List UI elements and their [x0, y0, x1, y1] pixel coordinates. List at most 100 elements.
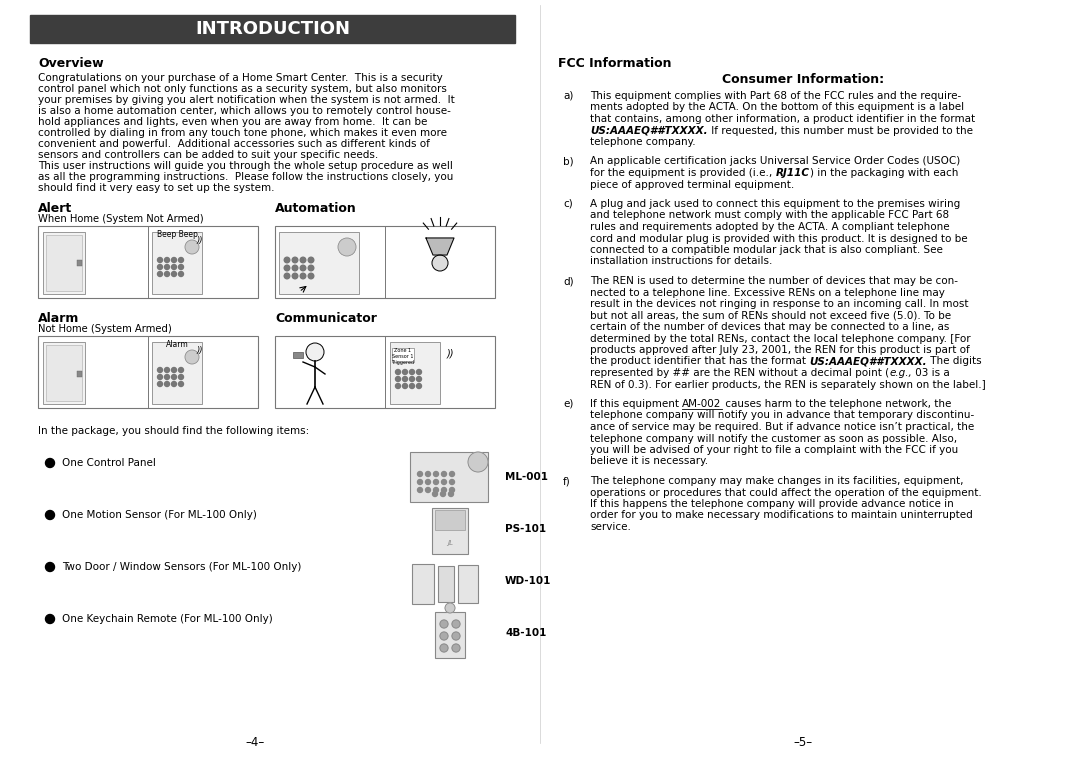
Text: ) in the packaging with each: ) in the packaging with each	[810, 168, 958, 178]
Text: for the equipment is provided (i.e.,: for the equipment is provided (i.e.,	[590, 168, 775, 178]
Circle shape	[409, 376, 415, 382]
Circle shape	[468, 452, 488, 472]
Circle shape	[45, 459, 54, 468]
Circle shape	[164, 265, 170, 269]
Bar	[410, 452, 488, 502]
Bar	[432, 508, 468, 554]
Text: as all the programming instructions.  Please follow the instructions closely, yo: as all the programming instructions. Ple…	[38, 172, 454, 182]
Text: rules and requirements adopted by the ACTA. A compliant telephone: rules and requirements adopted by the AC…	[590, 222, 949, 232]
Text: The digits: The digits	[927, 356, 982, 366]
Circle shape	[172, 272, 176, 276]
Text: result in the devices not ringing in response to an incoming call. In most: result in the devices not ringing in res…	[590, 299, 969, 309]
Circle shape	[300, 273, 306, 278]
Text: the product identifier that has the format: the product identifier that has the form…	[590, 356, 809, 366]
Bar	[38, 226, 258, 298]
Text: service.: service.	[590, 522, 631, 532]
Text: telephone company will notify the customer as soon as possible. Also,: telephone company will notify the custom…	[590, 433, 957, 443]
Text: ML-001: ML-001	[505, 472, 548, 482]
Text: b): b)	[563, 156, 573, 166]
Circle shape	[442, 488, 446, 492]
Text: The REN is used to determine the number of devices that may be con-: The REN is used to determine the number …	[590, 276, 958, 286]
Circle shape	[433, 472, 438, 477]
Circle shape	[178, 375, 184, 379]
Text: Two Door / Window Sensors (For ML-100 Only): Two Door / Window Sensors (For ML-100 On…	[62, 562, 301, 572]
Circle shape	[403, 376, 407, 382]
Bar	[43, 342, 85, 404]
Circle shape	[395, 384, 401, 388]
Circle shape	[409, 384, 415, 388]
Text: WD-101: WD-101	[505, 576, 552, 586]
Bar	[275, 226, 495, 298]
Text: is also a home automation center, which allows you to remotely control house-: is also a home automation center, which …	[38, 106, 450, 116]
Circle shape	[338, 238, 356, 256]
Bar	[152, 342, 202, 404]
Circle shape	[158, 272, 162, 276]
Circle shape	[185, 240, 199, 254]
Circle shape	[417, 384, 421, 388]
Text: US:AAAEQ##TXXXX.: US:AAAEQ##TXXXX.	[809, 356, 927, 366]
Text: Overview: Overview	[38, 57, 104, 70]
Circle shape	[440, 644, 448, 652]
Text: ments adopted by the ACTA. On the bottom of this equipment is a label: ments adopted by the ACTA. On the bottom…	[590, 102, 964, 112]
Text: controlled by dialing in from any touch tone phone, which makes it even more: controlled by dialing in from any touch …	[38, 128, 447, 138]
Circle shape	[164, 272, 170, 276]
Bar	[279, 232, 359, 294]
Text: piece of approved terminal equipment.: piece of approved terminal equipment.	[590, 179, 794, 189]
Circle shape	[426, 479, 431, 485]
Circle shape	[164, 257, 170, 262]
Text: )): ))	[197, 236, 203, 245]
Circle shape	[417, 376, 421, 382]
Circle shape	[418, 472, 422, 477]
Text: you will be advised of your right to file a complaint with the FCC if you: you will be advised of your right to fil…	[590, 445, 958, 455]
Text: 4B-101: 4B-101	[505, 628, 546, 638]
Circle shape	[284, 273, 289, 278]
Circle shape	[178, 382, 184, 387]
Circle shape	[45, 614, 54, 623]
Circle shape	[178, 265, 184, 269]
Bar	[38, 336, 258, 408]
Circle shape	[284, 257, 289, 262]
Text: installation instructions for details.: installation instructions for details.	[590, 256, 772, 266]
Text: –4–: –4–	[245, 736, 265, 749]
Circle shape	[45, 562, 54, 571]
Text: causes harm to the telephone network, the: causes harm to the telephone network, th…	[721, 399, 951, 409]
Text: e): e)	[563, 399, 573, 409]
Text: products approved after July 23, 2001, the REN for this product is part of: products approved after July 23, 2001, t…	[590, 345, 970, 355]
Circle shape	[308, 273, 314, 278]
Circle shape	[178, 272, 184, 276]
Circle shape	[409, 369, 415, 375]
Text: convenient and powerful.  Additional accessories such as different kinds of: convenient and powerful. Additional acce…	[38, 139, 430, 149]
Circle shape	[453, 632, 460, 640]
Text: A plug and jack used to connect this equipment to the premises wiring: A plug and jack used to connect this equ…	[590, 199, 960, 209]
Text: REN of 0.3). For earlier products, the REN is separately shown on the label.]: REN of 0.3). For earlier products, the R…	[590, 379, 986, 389]
Text: The telephone company may make changes in its facilities, equipment,: The telephone company may make changes i…	[590, 476, 963, 486]
Text: believe it is necessary.: believe it is necessary.	[590, 456, 708, 466]
Circle shape	[164, 375, 170, 379]
Circle shape	[449, 472, 455, 477]
Text: should find it very easy to set up the system.: should find it very easy to set up the s…	[38, 183, 274, 193]
Circle shape	[432, 255, 448, 271]
Text: Communicator: Communicator	[275, 312, 377, 325]
Circle shape	[433, 488, 438, 492]
Circle shape	[449, 488, 455, 492]
Text: sensors and controllers can be added to suit your specific needs.: sensors and controllers can be added to …	[38, 150, 378, 160]
Text: JL: JL	[447, 540, 453, 546]
Text: Beep Beep: Beep Beep	[157, 230, 198, 239]
Circle shape	[426, 488, 431, 492]
Circle shape	[158, 265, 162, 269]
Text: f): f)	[563, 476, 570, 486]
Bar	[43, 232, 85, 294]
Circle shape	[284, 266, 289, 271]
Circle shape	[453, 644, 460, 652]
Text: One Motion Sensor (For ML-100 Only): One Motion Sensor (For ML-100 Only)	[62, 510, 257, 520]
Circle shape	[158, 382, 162, 387]
Circle shape	[448, 491, 454, 497]
Bar	[46, 235, 82, 291]
Circle shape	[300, 266, 306, 271]
Circle shape	[306, 343, 324, 361]
Circle shape	[449, 479, 455, 485]
Text: order for you to make necessary modifications to maintain uninterrupted: order for you to make necessary modifica…	[590, 510, 973, 520]
Circle shape	[308, 257, 314, 262]
Text: control panel which not only functions as a security system, but also monitors: control panel which not only functions a…	[38, 84, 447, 94]
Circle shape	[441, 491, 446, 497]
